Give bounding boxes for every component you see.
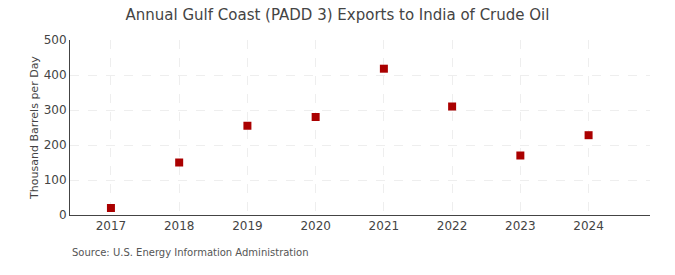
svg-text:Annual Gulf Coast (PADD 3) Exp: Annual Gulf Coast (PADD 3) Exports to In… [126,6,550,24]
svg-text:Source: U.S. Energy Informatio: Source: U.S. Energy Information Administ… [72,247,309,258]
svg-text:2020: 2020 [300,219,331,233]
svg-text:400: 400 [44,68,67,82]
svg-text:200: 200 [44,138,67,152]
svg-text:2019: 2019 [232,219,263,233]
svg-text:2021: 2021 [369,219,400,233]
svg-text:100: 100 [44,173,67,187]
svg-text:2023: 2023 [505,219,536,233]
svg-text:Thousand Barrels per Day: Thousand Barrels per Day [28,56,41,200]
svg-text:2017: 2017 [96,219,127,233]
svg-text:300: 300 [44,103,67,117]
svg-text:2018: 2018 [164,219,195,233]
svg-text:0: 0 [59,208,67,222]
svg-text:2022: 2022 [437,219,468,233]
svg-text:500: 500 [44,33,67,47]
svg-text:2024: 2024 [573,219,604,233]
